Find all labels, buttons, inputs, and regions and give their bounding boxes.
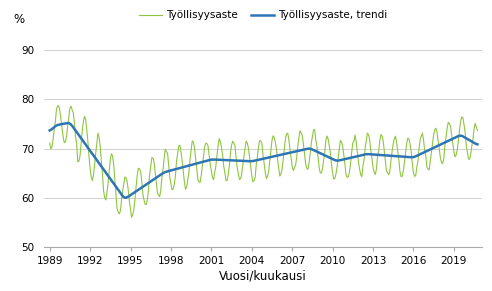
Työllisyysaste, trendi	[245, 159, 250, 163]
Legend: Työllisyysaste, Työllisyysaste, trendi: Työllisyysaste, Työllisyysaste, trendi	[135, 6, 391, 24]
Työllisyysaste, trendi	[47, 129, 53, 132]
Työllisyysaste	[82, 114, 88, 118]
Työllisyysaste	[56, 104, 62, 107]
Työllisyysaste, trendi	[82, 141, 88, 145]
Työllisyysaste, trendi	[123, 196, 129, 199]
Työllisyysaste	[245, 141, 250, 145]
Työllisyysaste	[202, 145, 208, 149]
Text: %: %	[14, 13, 25, 26]
Työllisyysaste	[127, 208, 133, 211]
Työllisyysaste, trendi	[202, 159, 208, 163]
Työllisyysaste	[179, 159, 185, 163]
Työllisyysaste	[47, 141, 53, 145]
Työllisyysaste	[474, 129, 480, 132]
Työllisyysaste	[129, 216, 135, 219]
Line: Työllisyysaste, trendi: Työllisyysaste, trendi	[50, 123, 477, 198]
Työllisyysaste, trendi	[64, 121, 70, 125]
Työllisyysaste	[345, 175, 351, 178]
Työllisyysaste, trendi	[129, 193, 135, 196]
Line: Työllisyysaste: Työllisyysaste	[50, 106, 477, 217]
Työllisyysaste, trendi	[474, 143, 480, 146]
Työllisyysaste, trendi	[345, 157, 351, 160]
X-axis label: Vuosi/kuukausi: Vuosi/kuukausi	[219, 269, 307, 282]
Työllisyysaste, trendi	[179, 166, 185, 169]
